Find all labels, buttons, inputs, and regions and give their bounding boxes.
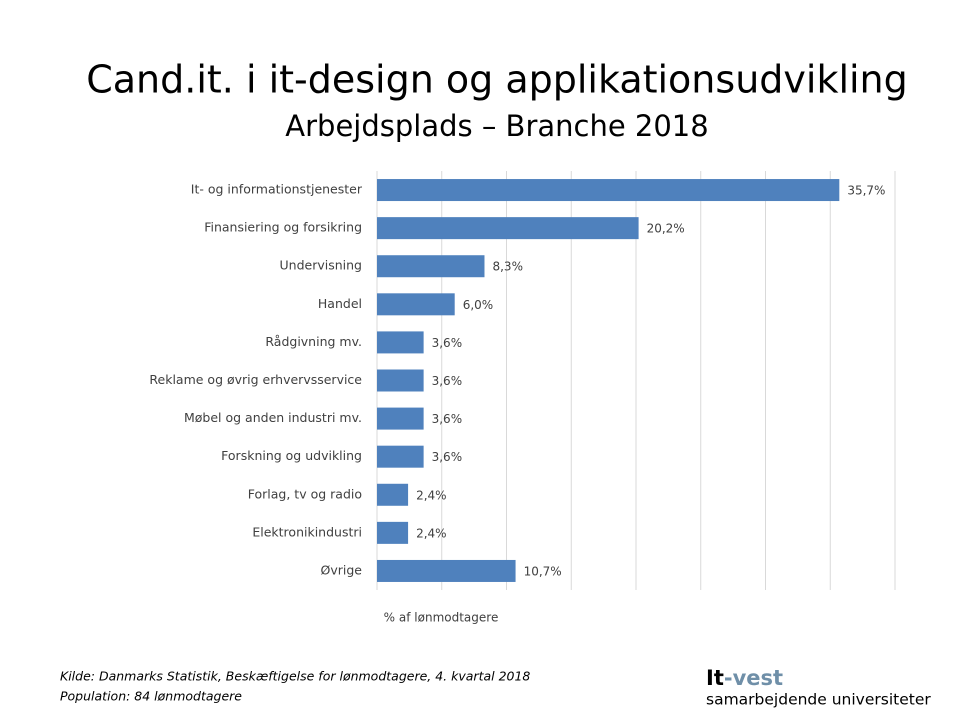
bar [377,407,424,430]
bar [377,559,516,582]
logo-prefix: It [706,666,724,690]
x-axis-label: % af lønmodtagere [384,611,499,625]
value-label: 20,2% [647,222,685,236]
y-tick-label: Møbel og anden industri mv. [184,410,362,425]
bar [377,293,455,316]
y-tick-label: Reklame og øvrig erhvervsservice [149,372,362,387]
y-tick-label: Undervisning [280,258,362,273]
value-label: 3,6% [432,450,463,464]
chart-title: Cand.it. i it-design og applikationsudvi… [86,58,908,102]
logo-name: It-vest [706,666,783,690]
value-label: 3,6% [432,374,463,388]
bar [377,179,840,202]
footer-population: Population: 84 lønmodtagere [60,689,242,704]
bar [377,521,409,544]
value-label: 3,6% [432,412,463,426]
y-tick-label: Handel [318,296,362,311]
bar [377,369,424,392]
bar [377,331,424,354]
y-tick-label: Finansiering og forsikring [204,220,362,235]
y-tick-label: Øvrige [321,562,363,577]
value-label: 6,0% [463,298,494,312]
y-tick-label: Rådgivning mv. [265,334,362,349]
footer-source: Kilde: Danmarks Statistik, Beskæftigelse… [60,669,530,684]
y-tick-label: Forskning og udvikling [221,448,362,463]
value-label: 2,4% [416,488,447,502]
bar [377,445,424,468]
value-label: 8,3% [492,260,523,274]
bar [377,255,485,278]
value-label: 35,7% [847,184,885,198]
logo-tagline: samarbejdende universiteter [706,691,931,709]
value-label: 10,7% [524,564,562,578]
logo-suffix: -vest [724,666,783,690]
value-label: 2,4% [416,526,447,540]
plot: It- og informationstjenester 35,7% Finansi… [149,171,896,590]
y-tick-label: It- og informationstjenester [191,182,363,197]
y-tick-label: Elektronikindustri [252,524,362,539]
value-label: 3,6% [432,336,463,350]
bar [377,217,639,240]
bar [377,483,409,506]
chart-subtitle: Arbejdsplads – Branche 2018 [285,109,708,143]
y-tick-label: Forlag, tv og radio [248,486,362,501]
